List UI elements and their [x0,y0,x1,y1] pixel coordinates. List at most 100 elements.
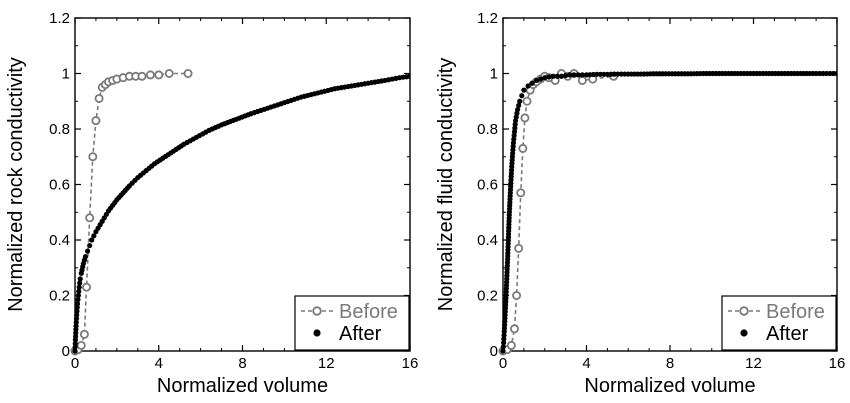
data-point-interp [672,71,678,77]
data-point-interp [503,299,509,305]
data-point-interp [590,71,597,78]
chart-panel: 0 4 8 12 16 0 0.2 0.4 0.6 0.8 1 1.2 Normalized volum… [435,10,845,397]
data-point-interp [80,264,86,270]
data-point-interp [403,74,410,80]
data-point-interp [579,72,585,78]
data-point [575,72,581,78]
legend-box [294,295,410,351]
data-point [76,340,86,350]
data-point-interp [635,71,641,77]
data-point-interp [830,70,837,77]
legend-marker [313,329,321,337]
x-tick-label: 0 [499,355,507,372]
data-point [542,75,548,81]
x-axis-label: Normalized volume [157,375,328,397]
data-point [89,237,95,243]
data-point-interp [660,71,666,77]
data-point [183,69,193,79]
data-point [91,116,101,126]
series-line [74,72,189,352]
data-point-interp [118,192,124,198]
y-tick-label: 1 [490,66,498,83]
data-point-interp [514,110,520,116]
x-tick-label: 0 [71,355,79,372]
data-point-interp [132,177,138,183]
data-point-interp [112,199,118,206]
data-point-interp [149,163,155,169]
data-point-interp [504,279,510,285]
data-point [567,72,573,78]
data-point [500,348,506,354]
data-point-interp [73,326,79,333]
data-point [518,143,528,153]
data-point [501,340,507,346]
y-tick-label: 1 [62,66,70,83]
data-point [82,282,92,292]
data-point-interp [95,225,101,231]
x-tick-label: 12 [318,355,335,372]
data-layer [70,69,410,356]
data-point-interp [508,174,514,180]
data-point-interp [107,205,114,211]
data-point-interp [546,74,552,80]
series-line [502,72,614,352]
data-point-interp [710,70,716,77]
data-point [74,312,80,318]
data-point-interp [393,75,399,81]
data-point [91,233,97,239]
data-point [577,75,587,85]
data-point-interp [697,70,703,77]
data-point-interp [554,73,560,79]
data-point-interp [311,91,318,97]
data-point [79,329,89,339]
x-tick-label: 8 [238,355,246,372]
x-tick-label: 8 [666,355,674,372]
data-point-interp [81,257,88,263]
data-point-interp [140,170,146,176]
data-point-interp [504,260,511,266]
data-point [164,69,174,79]
data-point-interp [215,123,222,129]
data-layer [498,69,837,356]
y-tick-label: 0.2 [477,288,498,305]
data-point [137,71,147,81]
data-point-interp [178,143,184,149]
data-point-interp [74,308,80,314]
data-point-interp [203,129,209,135]
data-point-interp [501,336,507,342]
data-point [506,340,516,350]
x-tick-label: 16 [829,355,846,372]
data-point [520,113,530,123]
legend-marker [740,329,748,337]
data-point-interp [72,341,78,347]
data-point [84,248,91,254]
data-point-interp [571,72,577,78]
data-point-interp [510,143,516,149]
y-axis-label: Normalized fluid conductivity [435,58,457,311]
legend-label: Before [339,301,398,323]
data-point-interp [501,332,507,338]
series-before [70,69,193,356]
data-point-interp [168,150,174,156]
data-point-interp [785,70,791,77]
x-tick-label: 4 [582,355,590,372]
data-point [516,188,526,198]
data-point-interp [502,315,508,321]
data-point [517,98,523,104]
data-point-interp [124,185,130,191]
data-point-interp [685,71,691,77]
data-point-interp [772,70,779,77]
data-point-interp [810,70,816,77]
data-point [76,284,82,290]
data-point-interp [261,106,267,112]
legend-marker [312,306,322,316]
data-point-interp [509,157,515,163]
data-point [519,93,525,99]
data-point-interp [735,70,741,77]
data-point [154,70,164,80]
legend-label: After [766,323,809,345]
